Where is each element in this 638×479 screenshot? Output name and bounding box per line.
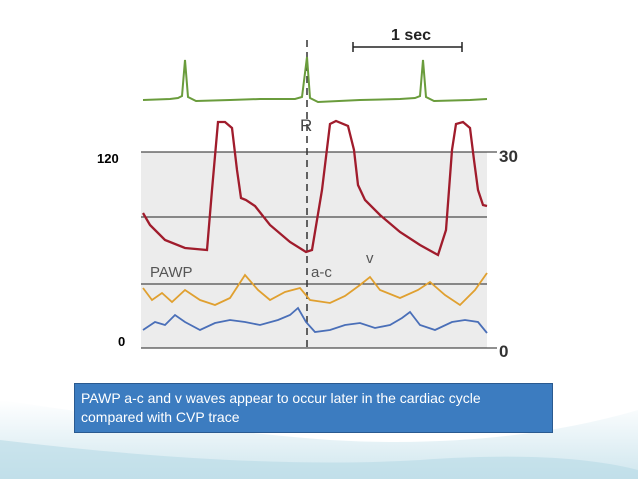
cvp-trace (142, 306, 488, 334)
axis-label: 120 (97, 151, 119, 166)
v-label: v (366, 250, 374, 267)
ecg-trace (142, 56, 488, 104)
ac-label: a-c (311, 264, 332, 281)
r-label: R (300, 116, 312, 135)
axis-label: 30 (499, 147, 518, 166)
arterial-trace (142, 119, 488, 257)
pawp-label: PAWP (150, 264, 193, 281)
plot-area (141, 152, 487, 348)
caption: PAWP a-c and v waves appear to occur lat… (74, 383, 553, 433)
grid (141, 151, 497, 349)
pawp-trace (142, 272, 488, 307)
background-wave (0, 440, 638, 479)
scale-bar (352, 42, 463, 52)
axis-label: 0 (118, 334, 125, 349)
axis-label: 0 (499, 342, 508, 361)
scale-label: 1 sec (391, 27, 431, 44)
